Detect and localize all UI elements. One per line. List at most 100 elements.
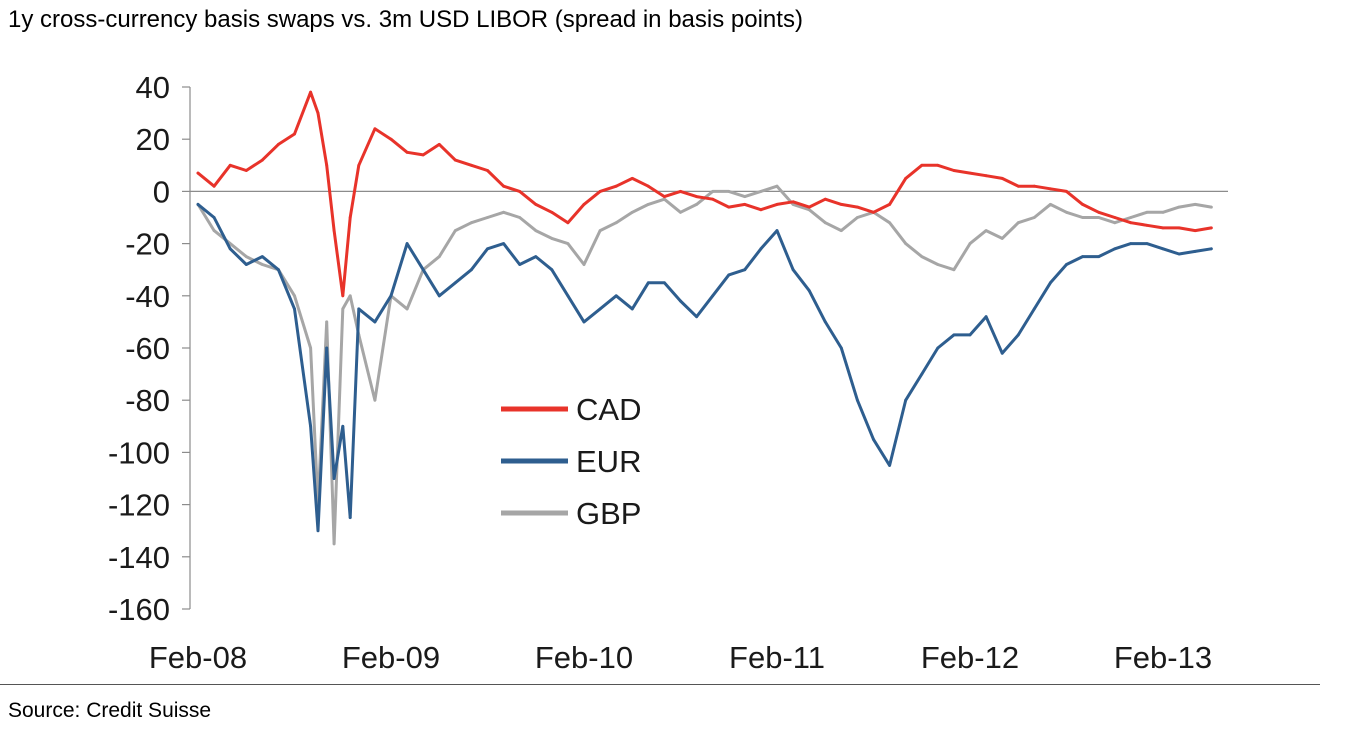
data-point-eur	[293, 307, 296, 311]
data-point-cad	[212, 184, 216, 188]
data-point-cad	[775, 203, 779, 206]
data-point-gbp	[332, 542, 336, 546]
data-point-cad	[228, 163, 232, 167]
data-point-eur	[904, 398, 908, 402]
data-point-gbp	[630, 210, 634, 214]
data-point-cad	[839, 203, 843, 206]
data-point-gbp	[1000, 237, 1004, 240]
data-point-cad	[1016, 184, 1020, 188]
data-point-cad	[277, 143, 280, 146]
data-point-cad	[952, 169, 956, 172]
data-point-gbp	[260, 263, 264, 266]
data-point-eur	[1193, 250, 1197, 253]
y-tick-label: -80	[125, 383, 170, 418]
data-point-eur	[260, 255, 264, 258]
data-point-eur	[421, 268, 425, 272]
data-point-eur	[196, 203, 200, 206]
data-point-cad	[872, 210, 875, 214]
data-point-eur	[534, 255, 538, 258]
data-point-eur	[775, 229, 779, 233]
data-point-eur	[679, 299, 682, 303]
data-point-gbp	[1049, 203, 1052, 206]
data-point-gbp	[743, 195, 747, 199]
data-point-cad	[614, 184, 618, 188]
data-point-cad	[807, 205, 811, 209]
data-point-gbp	[791, 203, 795, 206]
data-point-cad	[727, 205, 731, 209]
y-tick-label: -40	[125, 279, 170, 314]
data-point-gbp	[1209, 205, 1213, 209]
data-point-eur	[839, 346, 843, 350]
x-tick-label: Feb-09	[342, 640, 440, 675]
y-tick-label: -100	[108, 435, 170, 470]
x-tick-label: Feb-08	[149, 640, 247, 675]
data-point-eur	[888, 464, 891, 467]
data-point-eur	[663, 281, 666, 285]
data-point-gbp	[904, 242, 908, 246]
data-point-gbp	[1145, 210, 1149, 214]
x-tick-label: Feb-11	[729, 640, 825, 675]
data-point-eur	[807, 289, 811, 292]
data-point-eur	[759, 247, 763, 251]
axes: 40 20 0 -20 -40 -60 -80 -100 -120 -140 -160 Feb-08 F…	[108, 70, 1228, 675]
data-point-cad	[1065, 190, 1068, 193]
data-point-gbp	[663, 197, 666, 201]
data-point-eur	[743, 268, 747, 272]
data-point-eur	[952, 333, 956, 337]
data-point-eur	[325, 346, 329, 350]
data-point-gbp	[598, 229, 602, 233]
data-point-eur	[727, 273, 731, 277]
data-point-gbp	[582, 263, 586, 266]
data-point-eur	[357, 307, 361, 311]
data-point-gbp	[1177, 205, 1181, 209]
data-point-eur	[1209, 247, 1213, 251]
data-point-eur	[984, 315, 988, 319]
data-point-gbp	[807, 208, 811, 212]
data-point-cad	[453, 158, 457, 162]
data-point-cad	[1193, 229, 1197, 233]
data-point-eur	[502, 242, 505, 246]
data-point-cad	[1097, 210, 1101, 214]
data-point-eur	[348, 516, 352, 519]
data-point-cad	[743, 203, 747, 206]
data-point-cad	[348, 216, 352, 219]
data-point-eur	[244, 263, 248, 266]
data-point-eur	[920, 372, 924, 376]
data-point-cad	[759, 208, 763, 212]
data-point-eur	[630, 307, 634, 311]
data-point-eur	[1081, 255, 1084, 258]
data-point-eur	[228, 247, 232, 251]
data-point-eur	[1000, 351, 1004, 355]
source-note: Source: Credit Suisse	[8, 699, 212, 722]
data-point-gbp	[309, 346, 312, 350]
data-point-gbp	[244, 255, 248, 258]
data-point-gbp	[936, 263, 940, 266]
data-point-gbp	[1193, 203, 1197, 206]
data-point-cad	[341, 294, 345, 298]
data-point-cad	[1209, 226, 1213, 230]
data-point-cad	[630, 177, 634, 180]
data-point-eur	[341, 424, 345, 428]
data-point-gbp	[1065, 210, 1068, 214]
y-tick-label: -140	[108, 540, 170, 575]
x-tick-label: Feb-13	[1114, 640, 1212, 675]
data-point-eur	[1016, 333, 1020, 337]
data-point-eur	[1161, 247, 1165, 251]
data-point-eur	[614, 294, 618, 298]
data-point-gbp	[888, 221, 891, 225]
data-point-cad	[534, 203, 538, 206]
data-point-cad	[502, 184, 505, 188]
chart-title: 1y cross-currency basis swaps vs. 3m USD…	[8, 6, 803, 33]
data-point-gbp	[775, 184, 779, 188]
legend-label-eur: EUR	[576, 444, 641, 479]
data-point-cad	[582, 203, 586, 206]
data-point-cad	[856, 205, 859, 209]
data-point-gbp	[679, 210, 682, 214]
footer-divider	[0, 684, 1320, 685]
data-point-gbp	[534, 229, 538, 233]
data-point-cad	[196, 171, 200, 175]
data-point-cad	[1161, 226, 1165, 230]
x-tick-label: Feb-10	[535, 640, 633, 675]
legend-label-cad: CAD	[576, 392, 641, 427]
legend: CAD EUR GBP	[501, 392, 641, 531]
